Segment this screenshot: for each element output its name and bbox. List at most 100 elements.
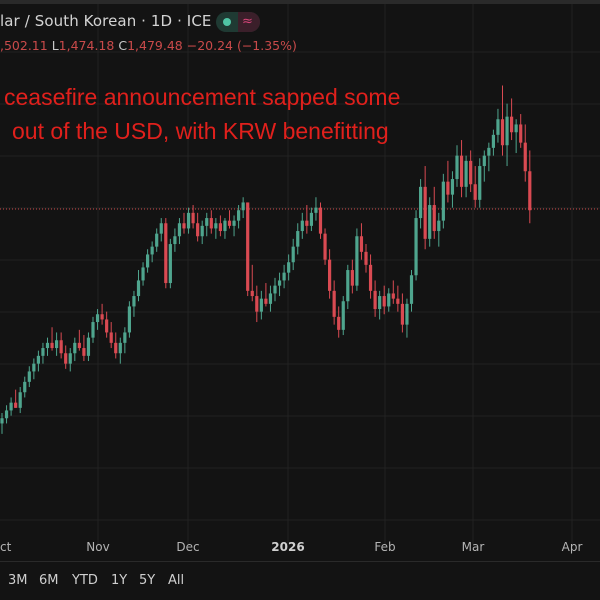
time-axis[interactable]: ct Nov Dec 2026 Feb Mar Apr	[0, 540, 600, 562]
candle-body[interactable]	[14, 402, 18, 408]
candle-body[interactable]	[400, 303, 404, 325]
candle-body[interactable]	[200, 225, 204, 237]
candle-body[interactable]	[146, 254, 150, 268]
candle-body[interactable]	[323, 233, 327, 260]
candle-body[interactable]	[287, 262, 291, 273]
candle-body[interactable]	[155, 233, 159, 247]
range-button-3m[interactable]: 3M	[8, 573, 28, 588]
candle-body[interactable]	[186, 212, 191, 229]
candle-body[interactable]	[95, 314, 100, 323]
candle-body[interactable]	[500, 119, 505, 146]
candle-body[interactable]	[314, 207, 318, 213]
candle-body[interactable]	[50, 342, 54, 349]
candle-body[interactable]	[519, 124, 523, 143]
candle-body[interactable]	[100, 314, 104, 320]
candle-body[interactable]	[114, 342, 118, 354]
candle-body[interactable]	[73, 342, 77, 354]
candle-body[interactable]	[382, 296, 386, 307]
candle-body[interactable]	[459, 155, 464, 187]
candle-body[interactable]	[300, 220, 304, 232]
candle-body[interactable]	[514, 124, 518, 133]
candle-body[interactable]	[423, 186, 427, 239]
candle-body[interactable]	[105, 319, 109, 333]
candle-body[interactable]	[359, 236, 364, 252]
candle-body[interactable]	[405, 303, 409, 325]
candle-body[interactable]	[141, 267, 145, 281]
candle-body[interactable]	[496, 119, 500, 135]
candle-body[interactable]	[437, 220, 441, 232]
candle-body[interactable]	[455, 155, 459, 180]
candle-body[interactable]	[164, 223, 168, 284]
candle-body[interactable]	[441, 181, 445, 221]
candle-body[interactable]	[237, 210, 241, 221]
candle-body[interactable]	[91, 322, 95, 338]
candle-body[interactable]	[27, 371, 31, 382]
candle-body[interactable]	[118, 342, 122, 354]
candle-body[interactable]	[59, 340, 63, 354]
candle-body[interactable]	[482, 155, 486, 167]
candle-body[interactable]	[82, 348, 86, 356]
candle-body[interactable]	[64, 353, 68, 364]
candle-body[interactable]	[478, 166, 482, 200]
candle-body[interactable]	[378, 296, 382, 310]
candle-body[interactable]	[268, 293, 273, 304]
candle-body[interactable]	[528, 171, 532, 211]
candle-body[interactable]	[318, 207, 323, 234]
candle-body[interactable]	[223, 220, 227, 232]
candle-body[interactable]	[391, 293, 395, 299]
candle-body[interactable]	[277, 280, 282, 286]
candle-body[interactable]	[173, 236, 177, 245]
candle-body[interactable]	[55, 340, 59, 349]
candle-body[interactable]	[446, 181, 450, 195]
candle-body[interactable]	[305, 220, 309, 226]
candle-body[interactable]	[487, 147, 491, 156]
candlestick-plot[interactable]	[0, 4, 600, 544]
candle-body[interactable]	[414, 218, 418, 276]
candle-body[interactable]	[205, 218, 209, 226]
candle-body[interactable]	[255, 296, 259, 312]
candle-body[interactable]	[419, 186, 423, 219]
chart-pane[interactable]: lar / South Korean · 1D · ICE ≈ ,502.11 …	[0, 4, 600, 560]
candle-body[interactable]	[36, 355, 40, 364]
candle-body[interactable]	[409, 275, 414, 304]
candle-body[interactable]	[368, 264, 373, 291]
range-button-5y[interactable]: 5Y	[139, 573, 156, 588]
candle-body[interactable]	[241, 202, 245, 211]
candle-body[interactable]	[32, 363, 36, 372]
candle-body[interactable]	[136, 280, 141, 297]
candle-body[interactable]	[109, 332, 113, 343]
candle-body[interactable]	[332, 290, 336, 317]
candle-body[interactable]	[191, 212, 195, 224]
candle-body[interactable]	[132, 296, 136, 307]
candle-body[interactable]	[350, 270, 354, 286]
candle-body[interactable]	[18, 392, 22, 408]
candle-body[interactable]	[168, 244, 172, 284]
candle-body[interactable]	[123, 332, 127, 343]
candle-body[interactable]	[0, 418, 4, 424]
candle-body[interactable]	[218, 223, 222, 232]
candle-body[interactable]	[4, 410, 9, 419]
candle-body[interactable]	[259, 298, 263, 312]
candle-body[interactable]	[196, 223, 200, 237]
candle-body[interactable]	[45, 342, 50, 349]
candle-body[interactable]	[282, 272, 286, 281]
candle-body[interactable]	[209, 218, 213, 229]
range-button-1y[interactable]: 1Y	[111, 573, 128, 588]
candle-body[interactable]	[341, 301, 345, 330]
candle-body[interactable]	[232, 220, 236, 226]
candle-body[interactable]	[246, 202, 250, 291]
market-status-pill[interactable]: ≈	[216, 12, 260, 32]
candle-body[interactable]	[296, 231, 300, 247]
candle-body[interactable]	[177, 223, 182, 237]
candle-body[interactable]	[328, 259, 332, 291]
candle-body[interactable]	[510, 116, 514, 133]
candle-body[interactable]	[214, 223, 218, 229]
candle-body[interactable]	[432, 205, 436, 232]
candle-body[interactable]	[250, 290, 254, 297]
candle-body[interactable]	[373, 290, 377, 310]
candle-body[interactable]	[473, 184, 477, 200]
candle-body[interactable]	[523, 142, 527, 172]
candle-body[interactable]	[127, 306, 131, 333]
candle-body[interactable]	[159, 223, 163, 234]
candle-body[interactable]	[9, 402, 13, 411]
